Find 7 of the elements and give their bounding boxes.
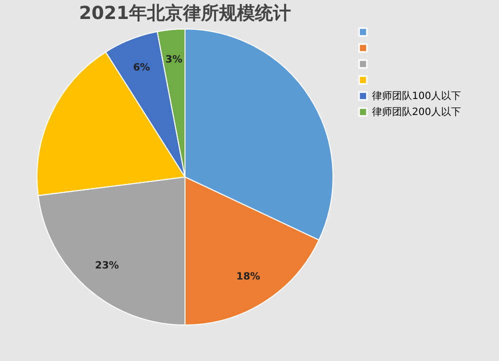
- data-label: 3%: [165, 54, 182, 66]
- legend-label: 律师团队100人以下: [372, 90, 462, 102]
- data-label: 6%: [133, 62, 150, 74]
- data-label: 23%: [94, 260, 119, 272]
- data-label: 18%: [236, 272, 260, 283]
- legend-label: 律师团队200人以下: [372, 106, 462, 118]
- chart-title: 2021年北京律所规模统计: [78, 3, 292, 24]
